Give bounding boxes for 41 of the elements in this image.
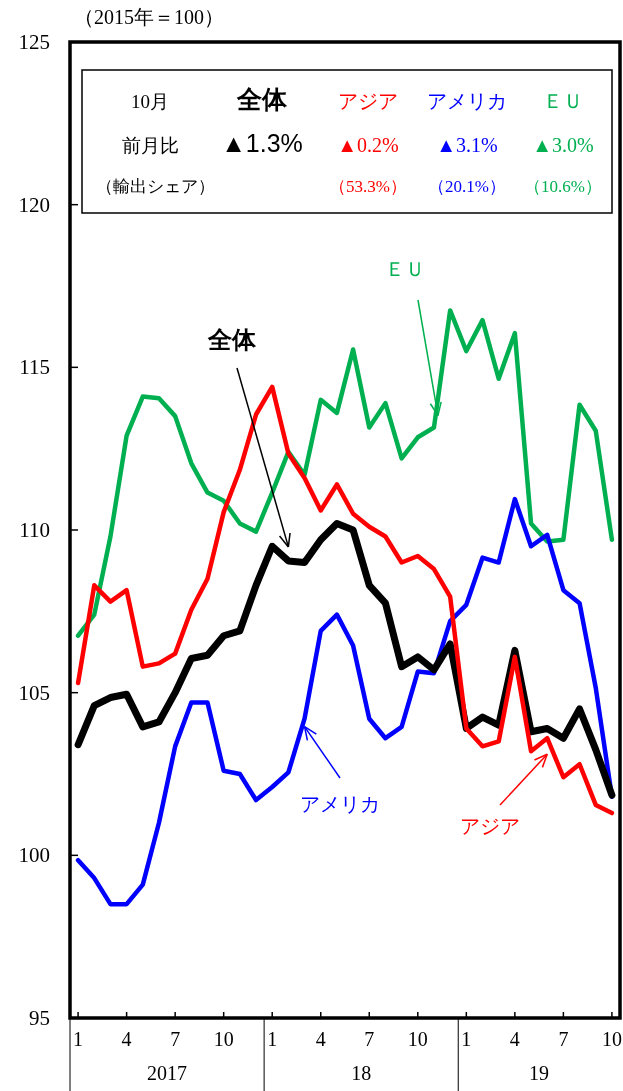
xtick: 4 [315, 1028, 326, 1050]
ytick: 120 [18, 192, 50, 217]
xtick: 10 [601, 1028, 622, 1050]
ytick: 95 [29, 1006, 50, 1030]
series-label: ＥＵ [385, 258, 425, 280]
xtick: 7 [558, 1028, 569, 1050]
ytick: 125 [18, 30, 50, 54]
table-change: ▲0.2% [337, 134, 399, 156]
xtick: 4 [121, 1028, 132, 1050]
table-head: ＥＵ [543, 90, 583, 112]
table-rowlabel: （輸出シェア） [95, 177, 215, 196]
table-change: ▲3.1% [436, 134, 498, 156]
xtick: 4 [509, 1028, 520, 1050]
table-share: （53.3%） [329, 177, 407, 196]
xtick: 10 [213, 1028, 234, 1050]
table-head: アジア [338, 90, 398, 112]
table-rowlabel: 10月 [131, 91, 169, 112]
xtick: 1 [461, 1028, 472, 1050]
series-label: 全体 [208, 326, 256, 353]
ytick: 110 [19, 518, 50, 542]
table-share: （20.1%） [428, 177, 506, 196]
table-head: アメリカ [427, 90, 507, 112]
xtick: 1 [267, 1028, 278, 1050]
series-label: アメリカ [300, 793, 380, 815]
xtick: 10 [407, 1028, 428, 1050]
ytick: 115 [19, 355, 50, 380]
xtick: 1 [73, 1028, 84, 1050]
ytick: 100 [18, 843, 50, 868]
year-label: 19 [529, 1062, 550, 1084]
table-share: （10.6%） [524, 177, 602, 196]
ylabel: （2015年＝100） [74, 6, 224, 28]
year-label: 18 [351, 1062, 372, 1084]
year-label: 2017 [147, 1062, 188, 1084]
xtick: 7 [170, 1028, 181, 1050]
series-label: アジア [460, 815, 520, 837]
table-change: ▲3.0% [532, 134, 594, 156]
table-head: 全体 [237, 85, 287, 113]
table-change: ▲1.3% [221, 129, 303, 157]
ytick: 105 [18, 680, 50, 705]
xtick: 7 [364, 1028, 375, 1050]
table-rowlabel: 前月比 [121, 135, 179, 156]
